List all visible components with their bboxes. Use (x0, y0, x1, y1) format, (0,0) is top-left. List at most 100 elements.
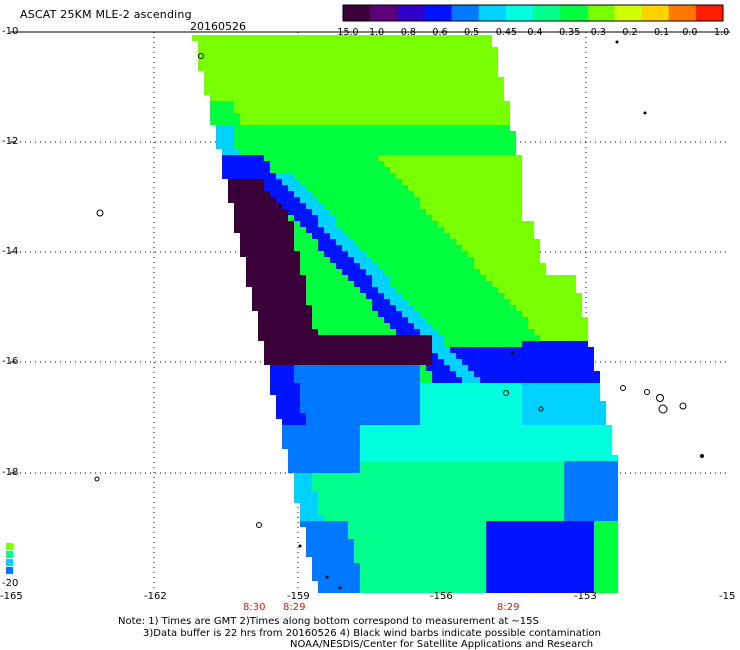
swath-cell (240, 119, 246, 125)
swath-cell (546, 533, 552, 539)
swath-cell (420, 353, 426, 359)
swath-cell (450, 59, 456, 65)
swath-cell (558, 335, 564, 341)
x-label-minus165: -165 (0, 591, 23, 602)
swath-cell (390, 389, 396, 395)
swath-cell (270, 383, 276, 389)
swath-cell (426, 401, 432, 407)
swath-cell (426, 191, 432, 197)
swath-cell (258, 167, 264, 173)
swath-cell (582, 503, 588, 509)
swath-cell (444, 491, 450, 497)
swath-cell (408, 365, 414, 371)
swath-cell (420, 407, 426, 413)
swath-cell (408, 557, 414, 563)
swath-cell (474, 197, 480, 203)
swath-cell (324, 353, 330, 359)
swath-cell (342, 407, 348, 413)
swath-cell (282, 113, 288, 119)
swath-cell (552, 413, 558, 419)
swath-cell (504, 449, 510, 455)
swath-cell (438, 83, 444, 89)
swath-cell (504, 563, 510, 569)
swath-cell (432, 299, 438, 305)
swath-cell (534, 443, 540, 449)
swath-cell (522, 521, 528, 527)
swath-cell (300, 311, 306, 317)
swath-cell (288, 383, 294, 389)
swath-cell (276, 47, 282, 53)
swath-cell (282, 269, 288, 275)
swath-cell (480, 251, 486, 257)
swath-cell (408, 197, 414, 203)
swath-cell (480, 113, 486, 119)
swath-cell (354, 419, 360, 425)
swath-cell (426, 497, 432, 503)
swath-cell (444, 329, 450, 335)
swath-cell (246, 155, 252, 161)
swath-cell (420, 155, 426, 161)
swath-cell (330, 581, 336, 587)
swath-cell (354, 371, 360, 377)
swath-cell (468, 485, 474, 491)
swath-cell (516, 323, 522, 329)
swath-cell (594, 449, 600, 455)
swath-cell (348, 479, 354, 485)
swath-cell (282, 227, 288, 233)
swath-cell (498, 545, 504, 551)
swath-cell (330, 473, 336, 479)
swath-cell (324, 293, 330, 299)
swath-cell (282, 299, 288, 305)
swath-cell (456, 359, 462, 365)
swath-cell (342, 581, 348, 587)
swath-cell (450, 173, 456, 179)
swath-cell (270, 239, 276, 245)
swath-cell (246, 269, 252, 275)
swath-cell (378, 443, 384, 449)
swath-cell (360, 317, 366, 323)
swath-cell (462, 431, 468, 437)
swath-cell (366, 491, 372, 497)
swath-cell (306, 161, 312, 167)
swath-cell (480, 149, 486, 155)
swath-cell (348, 581, 354, 587)
swath-cell (474, 293, 480, 299)
island-outlines (94, 40, 704, 590)
swath-cell (306, 437, 312, 443)
swath-cell (522, 479, 528, 485)
swath-cell (528, 437, 534, 443)
swath-cell (486, 59, 492, 65)
swath-cell (432, 359, 438, 365)
swath-cell (540, 419, 546, 425)
swath-cell (294, 353, 300, 359)
swath-cell (426, 221, 432, 227)
swath-cell (378, 281, 384, 287)
swath-cell (300, 299, 306, 305)
swath-cell (510, 425, 516, 431)
swath-cell (456, 497, 462, 503)
swath-cell (258, 95, 264, 101)
swath-cell (330, 359, 336, 365)
swath-cell (312, 395, 318, 401)
swath-cell (276, 401, 282, 407)
swath-cell (216, 83, 222, 89)
swath-cell (444, 65, 450, 71)
swath-cell (420, 365, 426, 371)
swath-cell (270, 71, 276, 77)
swath-cell (468, 491, 474, 497)
swath-cell (366, 155, 372, 161)
swath-cell (420, 521, 426, 527)
swath-cell (372, 209, 378, 215)
swath-cell (414, 467, 420, 473)
swath-cell (480, 365, 486, 371)
swath-cell (522, 329, 528, 335)
swath-cell (576, 395, 582, 401)
swath-cell (480, 323, 486, 329)
swath-cell (450, 293, 456, 299)
swath-cell (432, 167, 438, 173)
swath-cell (564, 383, 570, 389)
swath-cell (510, 485, 516, 491)
swath-cell (264, 83, 270, 89)
swath-cell (444, 395, 450, 401)
swath-cell (378, 191, 384, 197)
